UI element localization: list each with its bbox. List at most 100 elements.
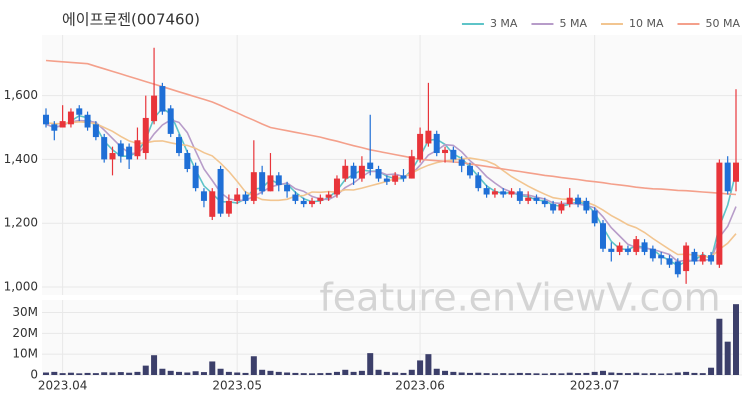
candle-body — [325, 194, 332, 198]
candle-body — [225, 200, 232, 214]
candle-body — [134, 140, 141, 157]
y-tick-label: 30M — [12, 305, 38, 319]
candle-body — [367, 162, 374, 169]
volume-bar — [558, 373, 565, 375]
y-tick-label: 20M — [12, 326, 38, 340]
candle-body — [433, 133, 440, 154]
candle-body — [541, 200, 548, 205]
volume-bar — [325, 372, 332, 375]
ma-line — [45, 120, 737, 258]
candle-body — [666, 258, 673, 265]
candle-body — [699, 255, 706, 262]
candle-body — [466, 165, 473, 176]
volume-bar — [151, 355, 158, 375]
candle-body — [259, 172, 266, 192]
volume-bar — [375, 369, 382, 375]
candle-body — [333, 178, 340, 195]
candle-body — [641, 242, 648, 252]
volume-bar — [491, 373, 498, 375]
volume-bar — [317, 373, 324, 375]
candle-body — [450, 149, 457, 160]
volume-bar — [67, 372, 74, 375]
volume-bar — [458, 372, 465, 375]
volume-bar — [217, 368, 224, 375]
candle-body — [458, 159, 465, 166]
candle-body — [400, 175, 407, 179]
candle-body — [674, 261, 681, 275]
candle-body — [392, 175, 399, 182]
candle-body — [658, 255, 665, 259]
candle-body — [649, 248, 656, 259]
volume-bar — [333, 371, 340, 375]
volume-bar — [533, 373, 540, 375]
legend-label: 50 MA — [705, 17, 740, 30]
volume-bar — [658, 373, 665, 375]
ma-line — [45, 119, 737, 263]
volume-bar — [159, 368, 166, 375]
candle-body — [242, 194, 249, 201]
candle-body — [109, 153, 116, 160]
candle-body — [300, 200, 307, 205]
volume-bar — [176, 371, 183, 375]
volume-bar — [583, 372, 590, 375]
candle-body — [126, 146, 133, 160]
volume-bar — [101, 372, 108, 375]
volume-bar — [408, 369, 415, 375]
volume-bar — [624, 373, 631, 375]
volume-bar — [342, 369, 349, 375]
candle-body — [691, 251, 698, 262]
candle-body — [275, 175, 282, 185]
y-tick-label: 1,400 — [4, 152, 38, 166]
candle-body — [350, 165, 357, 179]
candle-body — [234, 194, 241, 201]
legend-label: 3 MA — [490, 17, 518, 30]
y-tick-label: 1,600 — [4, 88, 38, 102]
candle-body — [533, 197, 540, 201]
candle-body — [176, 137, 183, 154]
candle-body — [43, 114, 49, 125]
candle-body — [383, 178, 390, 182]
candle-body — [84, 114, 91, 128]
volume-bar — [516, 372, 523, 375]
volume-bar — [475, 372, 482, 375]
volume-bar — [292, 372, 299, 375]
volume-bar — [608, 372, 615, 375]
x-tick-label: 2023.05 — [212, 379, 262, 393]
volume-bar — [442, 370, 449, 375]
candle-body — [591, 210, 598, 224]
volume-bar — [525, 373, 532, 375]
candle-body — [425, 130, 432, 144]
volume-bar — [242, 372, 249, 375]
volume-bar — [259, 369, 266, 375]
y-tick-label: 0 — [30, 368, 38, 382]
x-tick-label: 2023.07 — [570, 379, 620, 393]
candle-body — [192, 165, 199, 189]
volume-bar — [683, 371, 690, 375]
y-tick-label: 10M — [12, 347, 38, 361]
volume-bar — [575, 373, 582, 375]
volume-bar — [134, 371, 141, 375]
candle-body — [633, 239, 640, 252]
volume-bar — [300, 373, 307, 375]
volume-bar — [225, 371, 232, 375]
candle-body — [92, 124, 99, 138]
volume-bar — [250, 356, 257, 375]
candle-body — [550, 204, 557, 211]
volume-bar — [209, 361, 216, 375]
volume-bar — [200, 372, 207, 375]
volume-bar — [383, 371, 390, 375]
volume-bar — [483, 373, 490, 375]
volume-bar — [167, 370, 174, 375]
volume-bar — [142, 365, 149, 375]
volume-bar — [566, 372, 573, 375]
candle-body — [525, 197, 532, 201]
volume-bar — [76, 373, 83, 375]
candle-body — [51, 124, 58, 131]
candle-body — [67, 111, 74, 125]
candle-body — [59, 121, 66, 128]
candle-body — [516, 191, 523, 201]
y-tick-label: 1,000 — [4, 280, 38, 294]
volume-bar — [466, 372, 473, 375]
volume-bar — [234, 372, 241, 375]
